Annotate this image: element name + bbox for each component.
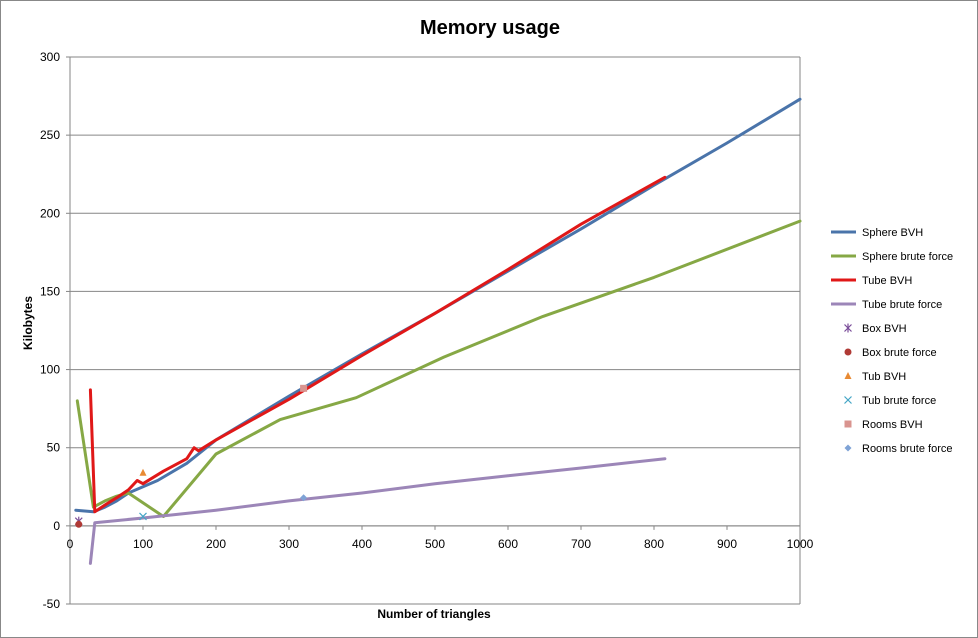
- x-tick-label: 400: [352, 537, 372, 551]
- y-tick-label: 250: [40, 128, 60, 142]
- tick-labels: -50 0 50 100 150 200 250 300 0 100 200 300 400 500 600…: [40, 50, 814, 611]
- legend-item-box-brute-force: Box brute force: [844, 347, 937, 359]
- legend-item-tub-bvh: Tub BVH: [844, 371, 906, 383]
- series-line-sphere-bvh: [74, 97, 802, 514]
- x-tick-label: 600: [498, 537, 518, 551]
- legend-label: Tub BVH: [862, 371, 906, 383]
- y-tick-label: 300: [40, 50, 60, 64]
- y-tick-label: -50: [43, 597, 61, 611]
- marker-stroke: [844, 396, 852, 404]
- y-tick-label: 200: [40, 206, 60, 220]
- x-tick-label: 700: [571, 537, 591, 551]
- x-axis-label: Number of triangles: [377, 607, 491, 621]
- legend-item-tub-brute-force: Tub brute force: [844, 395, 936, 407]
- x-tick-label: 900: [717, 537, 737, 551]
- x-tick-label: 1000: [787, 537, 814, 551]
- legend-label: Box BVH: [862, 323, 907, 335]
- marker-tub-brute-force: [139, 512, 147, 521]
- marker-rooms-bvh: [300, 384, 308, 392]
- legend-swatch: [844, 420, 852, 428]
- legend-item-tube-bvh: Tube BVH: [831, 275, 912, 287]
- legend-swatch: [844, 348, 852, 356]
- y-tick-label: 0: [53, 519, 60, 533]
- x-tick-label: 200: [206, 537, 226, 551]
- marker-rooms-brute-force: [300, 494, 308, 502]
- legend-label: Tube brute force: [862, 299, 942, 311]
- legend-swatch: [844, 372, 852, 379]
- legend-label: Sphere BVH: [862, 227, 923, 239]
- legend-item-tube-brute-force: Tube brute force: [831, 299, 942, 311]
- legend-item-sphere-brute-force: Sphere brute force: [831, 251, 953, 263]
- marker-box-brute-force: [75, 520, 83, 528]
- legend-label: Tub brute force: [862, 395, 936, 407]
- series-line-sphere-brute-force: [75, 219, 802, 518]
- legend-item-box-bvh: Box BVH: [844, 323, 907, 335]
- legend-item-rooms-bvh: Rooms BVH: [844, 419, 923, 431]
- legend-label: Rooms BVH: [862, 419, 923, 431]
- series-line-tube-brute-force: [88, 457, 667, 565]
- axes: [66, 56, 801, 605]
- gridlines: [70, 56, 800, 605]
- legend-item-rooms-brute-force: Rooms brute force: [844, 443, 952, 455]
- x-tick-label: 100: [133, 537, 153, 551]
- data-series: [74, 97, 802, 565]
- legend-label: Box brute force: [862, 347, 937, 359]
- y-axis-label: Kilobytes: [21, 296, 35, 350]
- series-line-tube-bvh: [88, 175, 667, 514]
- y-tick-label: 100: [40, 363, 60, 377]
- legend-swatch: [844, 323, 852, 333]
- marker-stroke: [139, 512, 147, 521]
- y-tick-label: 150: [40, 284, 60, 298]
- x-tick-label: 800: [644, 537, 664, 551]
- legend-label: Tube BVH: [862, 275, 912, 287]
- legend-label: Rooms brute force: [862, 443, 952, 455]
- legend-swatch: [844, 396, 852, 404]
- marker-tub-bvh: [139, 468, 147, 476]
- x-tick-label: 300: [279, 537, 299, 551]
- y-tick-label: 50: [47, 441, 61, 455]
- x-tick-label: 0: [67, 537, 74, 551]
- legend-label: Sphere brute force: [862, 251, 953, 263]
- legend-item-sphere-bvh: Sphere BVH: [831, 227, 923, 239]
- legend-swatch: [844, 444, 852, 452]
- x-tick-label: 500: [425, 537, 445, 551]
- chart-title: Memory usage: [420, 17, 560, 39]
- legend: Sphere BVH Sphere brute force Tube BVH Tube…: [831, 227, 953, 455]
